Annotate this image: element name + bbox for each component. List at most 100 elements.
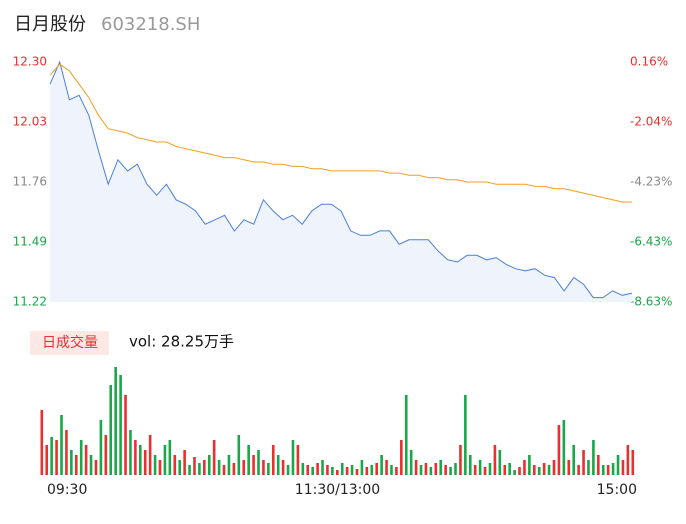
volume-bar xyxy=(158,460,162,475)
volume-bar xyxy=(168,440,172,475)
volume-bar xyxy=(419,465,423,475)
volume-bar xyxy=(473,465,477,475)
volume-bar xyxy=(301,463,305,475)
volume-bar xyxy=(163,445,167,475)
volume-bar xyxy=(562,420,566,475)
y-tick-label: 11.22 xyxy=(13,295,47,309)
volume-bar xyxy=(439,460,443,475)
y2-tick-label: -4.23% xyxy=(630,174,672,188)
volume-bar xyxy=(513,470,516,475)
volume-bar xyxy=(153,455,157,475)
x-tick-label: 11:30/13:00 xyxy=(295,482,380,498)
volume-bar xyxy=(345,467,349,475)
volume-bar xyxy=(276,455,280,475)
volume-bar xyxy=(74,455,78,475)
volume-bar xyxy=(390,465,393,475)
volume-bar xyxy=(523,460,526,475)
volume-bar xyxy=(424,463,428,475)
volume-bar xyxy=(626,445,630,475)
volume-bar xyxy=(336,470,339,475)
volume-bar xyxy=(380,455,383,475)
volume-bar xyxy=(409,450,413,475)
volume-bar xyxy=(99,420,103,475)
volume-bar xyxy=(616,455,620,475)
volume-bar xyxy=(488,463,492,475)
volume-bar xyxy=(316,463,319,475)
volume-bar xyxy=(400,440,403,475)
y-tick-label: 12.30 xyxy=(13,55,47,69)
volume-bar xyxy=(237,435,241,475)
volume-bar xyxy=(232,463,236,475)
volume-bar xyxy=(188,465,191,475)
volume-bar xyxy=(587,460,590,475)
volume-bar xyxy=(70,450,73,475)
volume-bar xyxy=(286,465,290,475)
volume-label-box xyxy=(30,331,109,355)
volume-bar xyxy=(203,460,206,475)
price-line xyxy=(49,60,633,299)
y2-tick-label: -8.63% xyxy=(630,295,672,309)
volume-bar xyxy=(468,455,472,475)
volume-bar xyxy=(129,430,132,475)
stock-code: 603218.SH xyxy=(101,14,200,35)
volume-bar xyxy=(321,460,324,475)
stock-name: 日月股份 xyxy=(14,14,86,35)
x-tick-label: 09:30 xyxy=(47,482,87,498)
volume-bar xyxy=(242,460,246,475)
volume-bar xyxy=(547,465,551,475)
volume-bar xyxy=(139,445,142,475)
volume-bar xyxy=(429,467,433,475)
volume-bar xyxy=(306,465,310,475)
volume-bar xyxy=(212,440,216,475)
volume-bar xyxy=(444,465,447,475)
volume-bar xyxy=(395,467,398,475)
volume-bar xyxy=(459,445,462,475)
volume-bar xyxy=(207,455,211,475)
volume-total: vol: 28.25万手 xyxy=(129,333,234,351)
volume-bar xyxy=(148,435,152,475)
volume-label: 日成交量 xyxy=(42,334,98,351)
volume-bar xyxy=(592,440,595,475)
volume-bar xyxy=(291,440,295,475)
volume-bar xyxy=(193,457,196,475)
volume-bar xyxy=(60,415,63,475)
y2-tick-label: 0.16% xyxy=(630,55,668,69)
volume-bar xyxy=(257,450,260,475)
volume-bar xyxy=(143,450,147,475)
volume-bar xyxy=(611,463,615,475)
y-tick-label: 11.76 xyxy=(13,175,47,189)
volume-bar xyxy=(296,445,300,475)
volume-bar xyxy=(134,440,137,475)
volume-bar xyxy=(55,440,58,475)
volume-bar xyxy=(385,460,388,475)
volume-bar xyxy=(621,460,625,475)
volume-bar xyxy=(478,460,482,475)
volume-bar xyxy=(89,455,93,475)
volume-bar xyxy=(84,445,88,475)
volume-bar xyxy=(109,385,113,475)
volume-bar xyxy=(178,460,181,475)
volume-bar xyxy=(557,425,561,475)
volume-bar xyxy=(267,463,270,475)
volume-bar xyxy=(498,450,502,475)
volume-bar xyxy=(454,463,457,475)
volume-bar xyxy=(518,467,521,475)
volume-bar xyxy=(404,395,408,475)
volume-bar xyxy=(365,467,369,475)
volume-bar xyxy=(114,367,117,475)
volume-bar xyxy=(281,460,285,475)
volume-bar xyxy=(434,463,438,475)
volume-bar xyxy=(311,467,314,475)
volume-bar xyxy=(508,463,511,475)
volume-bar xyxy=(79,440,83,475)
volume-bar xyxy=(227,455,231,475)
volume-bar xyxy=(40,410,44,475)
volume-bar xyxy=(606,465,610,475)
volume-bar xyxy=(124,395,127,475)
volume-bar xyxy=(414,460,418,475)
volume-bar xyxy=(350,465,354,475)
volume-bar xyxy=(577,465,580,475)
volume-bar xyxy=(597,455,600,475)
volume-bar xyxy=(252,455,255,475)
